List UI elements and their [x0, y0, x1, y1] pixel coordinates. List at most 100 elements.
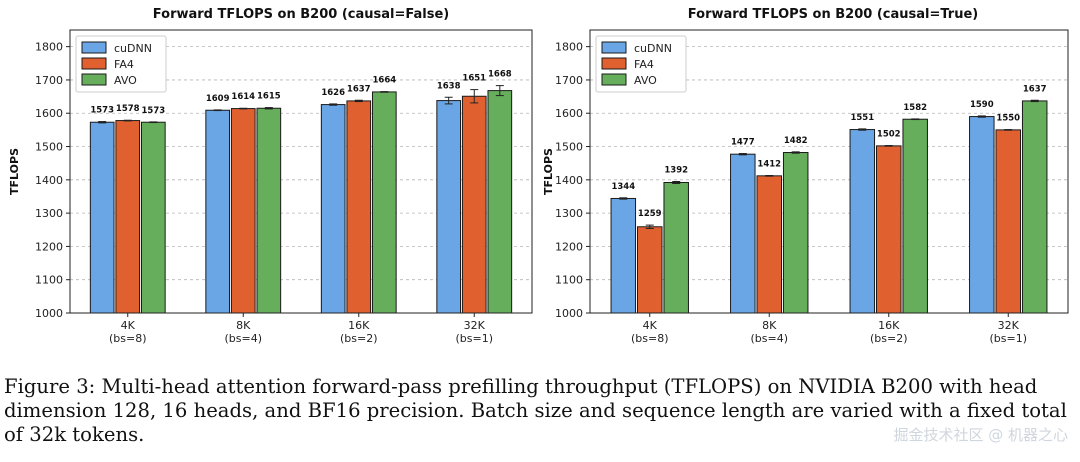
- data-label: 1609: [206, 94, 230, 104]
- bar-avo: [782, 152, 809, 314]
- data-label: 1637: [1023, 84, 1047, 94]
- bar-fa4: [115, 120, 141, 314]
- y-tick-label: 1400: [35, 174, 63, 187]
- chart-title: Forward TFLOPS on B200 (causal=False): [153, 7, 449, 22]
- data-label: 1344: [611, 182, 635, 192]
- data-label: 1551: [850, 113, 874, 123]
- data-label: 1550: [996, 114, 1020, 124]
- data-label: 1392: [664, 165, 688, 175]
- x-tick-label: 4K (bs=8): [109, 319, 147, 345]
- legend-label: AVO: [114, 74, 137, 87]
- bar-avo: [371, 91, 397, 314]
- y-axis-label: TFLOPS: [542, 148, 555, 195]
- data-label: 1615: [257, 92, 281, 102]
- legend-swatch: [81, 57, 107, 70]
- y-tick-label: 1700: [35, 74, 63, 87]
- y-tick-label: 1600: [35, 107, 63, 120]
- bar-avo: [487, 90, 513, 314]
- y-tick-label: 1000: [35, 307, 63, 320]
- data-label: 1614: [231, 92, 255, 102]
- x-tick-label-line: 8K: [236, 319, 251, 332]
- x-tick-label-line: (bs=4): [750, 332, 788, 345]
- legend-label: FA4: [114, 58, 134, 71]
- bar-cudnn: [436, 100, 462, 314]
- bar-fa4: [346, 100, 372, 314]
- data-label: 1259: [638, 209, 662, 219]
- legend-swatch: [601, 73, 627, 86]
- x-tick-label: 4K (bs=8): [631, 319, 669, 345]
- data-label: 1502: [877, 130, 901, 140]
- data-label: 1668: [488, 70, 512, 80]
- bar-cudnn: [849, 129, 876, 314]
- data-label: 1578: [116, 104, 140, 114]
- bar-fa4: [995, 129, 1021, 314]
- y-tick-label: 1200: [555, 240, 583, 253]
- x-tick-label: 32K (bs=1): [989, 319, 1027, 345]
- y-tick-label: 1100: [35, 274, 63, 287]
- data-label: 1582: [903, 103, 927, 113]
- y-tick-label: 1500: [35, 141, 63, 154]
- x-tick-label-line: 4K: [643, 319, 658, 332]
- x-tick-label-line: (bs=8): [109, 332, 147, 345]
- x-tick-label-line: (bs=1): [455, 332, 493, 345]
- bar-avo: [1021, 100, 1048, 314]
- bar-avo: [256, 107, 282, 314]
- y-tick-label: 1500: [555, 141, 583, 154]
- bar-cudnn: [969, 116, 995, 314]
- x-tick-label-line: (bs=2): [870, 332, 908, 345]
- y-tick-label: 1400: [555, 174, 583, 187]
- chart-causal-true: Forward TFLOPS on B200 (causal=True) 1000…: [542, 7, 1069, 345]
- chart-causal-false: Forward TFLOPS on B200 (causal=False) 100…: [8, 7, 533, 345]
- bar-cudnn: [730, 153, 756, 314]
- x-tick-label-line: (bs=2): [340, 332, 378, 345]
- legend-label: cuDNN: [634, 42, 672, 55]
- y-tick-label: 1100: [555, 274, 583, 287]
- bar-fa4: [461, 95, 487, 314]
- y-tick-label: 1700: [555, 74, 583, 87]
- bar-fa4: [230, 108, 256, 314]
- bar-fa4: [637, 226, 663, 314]
- x-tick-label-line: 32K: [998, 319, 1020, 332]
- bar-cudnn: [320, 104, 346, 314]
- bar-avo: [663, 181, 689, 314]
- x-tick-label: 8K (bs=4): [750, 319, 788, 345]
- bar-fa4: [756, 175, 782, 314]
- x-tick-label: 16K (bs=2): [870, 319, 908, 345]
- x-tick-label-line: 16K: [348, 319, 370, 332]
- data-label: 1573: [141, 106, 165, 116]
- legend-swatch: [601, 41, 627, 54]
- watermark: 掘金技术社区 @ 机器之心: [893, 426, 1068, 444]
- data-label: 1477: [731, 138, 755, 148]
- legend-label: cuDNN: [114, 42, 152, 55]
- data-label: 1412: [757, 159, 781, 169]
- data-label: 1626: [321, 88, 345, 98]
- x-tick-label-line: (bs=8): [631, 332, 669, 345]
- data-label: 1638: [437, 81, 461, 91]
- y-tick-label: 1200: [35, 240, 63, 253]
- legend-swatch: [81, 41, 107, 54]
- y-tick-label: 1000: [555, 307, 583, 320]
- x-tick-label-line: 8K: [762, 319, 777, 332]
- bar-avo: [902, 118, 928, 314]
- y-axis-label: TFLOPS: [8, 148, 21, 195]
- data-label: 1637: [347, 84, 371, 94]
- data-label: 1573: [90, 106, 114, 116]
- y-tick-label: 1300: [35, 207, 63, 220]
- x-tick-label-line: (bs=4): [224, 332, 262, 345]
- data-label: 1482: [784, 136, 808, 146]
- chart-title: Forward TFLOPS on B200 (causal=True): [688, 7, 978, 22]
- x-tick-label: 8K (bs=4): [224, 319, 262, 345]
- data-label: 1651: [462, 74, 486, 84]
- legend-label: FA4: [634, 58, 654, 71]
- bar-avo: [140, 121, 166, 314]
- x-tick-label-line: 16K: [878, 319, 900, 332]
- y-tick-label: 1800: [555, 41, 583, 54]
- figure-caption: Figure 3: Multi-head attention forward-p…: [4, 375, 1067, 446]
- x-tick-label: 16K (bs=2): [340, 319, 378, 345]
- bar-cudnn: [205, 109, 231, 314]
- x-tick-label-line: 4K: [121, 319, 136, 332]
- data-label: 1664: [372, 76, 396, 86]
- y-tick-label: 1600: [555, 107, 583, 120]
- legend-swatch: [601, 57, 627, 70]
